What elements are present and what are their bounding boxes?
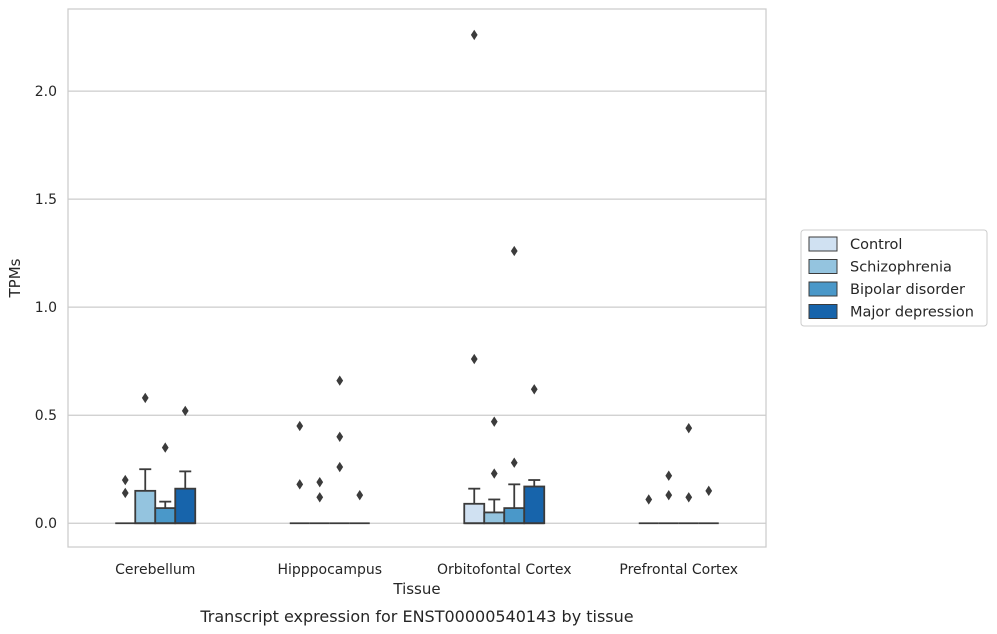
outlier-point bbox=[530, 384, 538, 395]
legend-label: Control bbox=[850, 237, 902, 253]
outlier-point bbox=[121, 474, 129, 486]
box bbox=[463, 502, 486, 525]
outlier-point bbox=[645, 494, 653, 505]
x-tick-label: Hipppocampus bbox=[277, 562, 382, 578]
legend-label: Schizophrenia bbox=[850, 260, 952, 276]
outlier-point bbox=[470, 29, 478, 41]
x-axis-title: Tissue bbox=[392, 580, 440, 598]
outlier-point bbox=[356, 489, 364, 501]
outlier-point bbox=[181, 405, 189, 417]
box-group bbox=[309, 477, 330, 525]
box-group bbox=[698, 485, 719, 525]
outlier-point bbox=[336, 431, 344, 442]
legend-swatch bbox=[808, 236, 838, 252]
outlier-point bbox=[161, 442, 169, 453]
box bbox=[483, 511, 506, 525]
plot-frame bbox=[67, 8, 767, 548]
box-group bbox=[523, 384, 546, 525]
box-group bbox=[115, 474, 136, 525]
legend-swatch bbox=[808, 259, 838, 274]
legend-swatch bbox=[808, 304, 838, 319]
outlier-point bbox=[316, 477, 324, 488]
legend-frame bbox=[800, 229, 988, 327]
box-group bbox=[329, 375, 350, 525]
outlier-point bbox=[296, 479, 304, 490]
box-group bbox=[638, 494, 659, 525]
box bbox=[174, 487, 197, 525]
box-group bbox=[349, 489, 370, 525]
box bbox=[154, 507, 177, 525]
outlier-point bbox=[490, 468, 498, 479]
outlier-point bbox=[685, 422, 693, 434]
box-group bbox=[134, 392, 157, 525]
x-tick-label: Orbitofontal Cortex bbox=[437, 562, 572, 578]
outlier-point bbox=[470, 353, 478, 365]
box bbox=[503, 507, 526, 525]
box-group bbox=[678, 422, 699, 525]
x-tick-label: Prefrontal Cortex bbox=[619, 562, 738, 578]
legend-label: Major depression bbox=[850, 305, 974, 321]
y-tick-label: 2.0 bbox=[35, 84, 57, 100]
legend-label: Bipolar disorder bbox=[850, 282, 965, 298]
outlier-point bbox=[510, 245, 518, 257]
y-tick-label: 1.0 bbox=[35, 300, 57, 316]
figure-caption: Transcript expression for ENST0000054014… bbox=[199, 607, 633, 626]
outlier-point bbox=[121, 487, 129, 499]
outlier-point bbox=[705, 485, 713, 496]
box bbox=[523, 485, 546, 525]
box-group bbox=[174, 405, 197, 525]
box-group bbox=[289, 420, 310, 525]
box-group bbox=[463, 29, 486, 525]
legend-swatch bbox=[808, 281, 838, 297]
x-axis-ticks: Cerebellum Hipppocampus Orbitofontal Corte… bbox=[115, 562, 738, 578]
legend: Control Schizophrenia Bipolar disorder Majo… bbox=[800, 229, 988, 327]
y-tick-label: 0.5 bbox=[35, 408, 57, 424]
plot-background bbox=[68, 9, 766, 547]
outlier-point bbox=[490, 416, 498, 427]
data-marks bbox=[115, 29, 719, 525]
box-group bbox=[658, 470, 679, 525]
outlier-point bbox=[336, 375, 344, 386]
outlier-point bbox=[296, 420, 304, 432]
outlier-point bbox=[510, 457, 518, 468]
outlier-point bbox=[336, 461, 344, 473]
y-tick-label: 0.0 bbox=[35, 516, 57, 532]
y-axis-title: TPMs bbox=[6, 258, 24, 298]
y-axis-ticks: 0.0 0.5 1.0 1.5 2.0 bbox=[35, 84, 57, 532]
y-tick-label: 1.5 bbox=[35, 192, 57, 208]
x-tick-label: Cerebellum bbox=[115, 562, 195, 578]
outlier-point bbox=[665, 470, 673, 481]
outlier-point bbox=[141, 392, 149, 404]
box-group bbox=[154, 442, 177, 525]
outlier-point bbox=[685, 492, 693, 503]
box-group bbox=[483, 416, 506, 525]
box bbox=[134, 489, 157, 525]
outlier-point bbox=[316, 492, 324, 503]
outlier-point bbox=[665, 489, 673, 501]
plot-area bbox=[67, 8, 767, 548]
